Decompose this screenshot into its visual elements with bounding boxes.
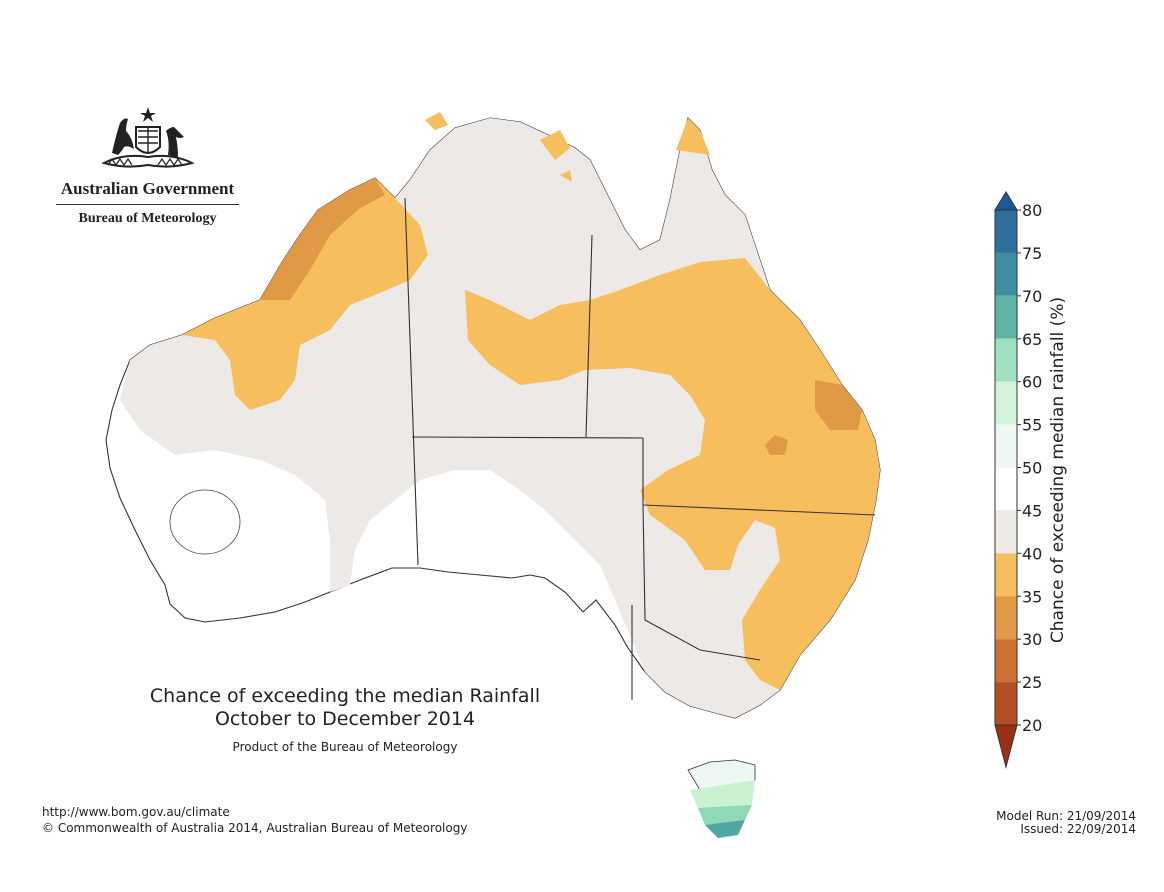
map-subtitle: Product of the Bureau of Meteorology xyxy=(232,740,458,754)
footer-url[interactable]: http://www.bom.gov.au/climate xyxy=(42,805,230,819)
legend-band-60-65 xyxy=(995,338,1017,382)
legend-colorbar: 80 75 70 65 60 55 50 45 40 35 30 25 20 xyxy=(994,191,1042,769)
logo-divider xyxy=(56,204,239,205)
legend-band-30-35 xyxy=(995,596,1017,640)
legend-band-20-25 xyxy=(995,682,1017,725)
interior-contour xyxy=(169,489,241,555)
legend-tick-label: 35 xyxy=(1022,587,1042,606)
legend-tick-label: 45 xyxy=(1022,501,1042,520)
model-run: Model Run: 21/09/2014 xyxy=(996,809,1136,823)
legend-bottom-arrow xyxy=(994,724,1018,769)
region-30-35-queensland xyxy=(815,380,862,430)
map-title-line2: October to December 2014 xyxy=(214,708,476,730)
legend-tick-label: 30 xyxy=(1022,630,1042,649)
region-35-40-north-tip xyxy=(676,118,710,155)
footer-left: http://www.bom.gov.au/climate © Commonwe… xyxy=(42,804,467,836)
legend-band-70-75 xyxy=(995,252,1017,296)
legend-band-40-45 xyxy=(995,510,1017,554)
legend-top-arrow xyxy=(994,191,1018,211)
legend-band-35-40 xyxy=(995,553,1017,597)
coat-of-arms-icon xyxy=(100,107,195,168)
tasmania xyxy=(687,759,756,838)
legend-tick-label: 55 xyxy=(1022,416,1042,435)
map-title: Chance of exceeding the median Rainfall … xyxy=(100,685,590,731)
footer-right: Model Run: 21/09/2014 Issued: 22/09/2014 xyxy=(996,810,1136,836)
region-35-40-north-coast xyxy=(425,112,572,182)
legend-band-25-30 xyxy=(995,639,1017,683)
org-name: Australian Government xyxy=(60,179,235,198)
legend-tick-label: 60 xyxy=(1022,373,1042,392)
legend-band-65-70 xyxy=(995,295,1017,339)
region-30-35-central-qld xyxy=(765,435,788,455)
legend-tick-label: 80 xyxy=(1022,201,1042,220)
state-borders xyxy=(404,197,876,700)
legend-tick-label: 25 xyxy=(1022,673,1042,692)
legend-tick-label: 20 xyxy=(1022,716,1042,735)
map-title-line1: Chance of exceeding the median Rainfall xyxy=(149,685,541,707)
region-30-35-kimberley xyxy=(260,178,385,300)
legend-tick-label: 65 xyxy=(1022,330,1042,349)
org-sub: Bureau of Meteorology xyxy=(78,211,217,226)
region-35-40-east xyxy=(465,258,880,690)
legend-title-text: Chance of exceeding median rainfall (%) xyxy=(1048,296,1068,644)
legend-tick-label: 40 xyxy=(1022,544,1042,563)
legend-tick-label: 75 xyxy=(1022,244,1042,263)
bom-logo: Australian Government Bureau of Meteorol… xyxy=(50,105,245,227)
legend-band-75-80 xyxy=(995,210,1017,253)
legend-band-45-50 xyxy=(995,467,1017,511)
region-35-40-northwest xyxy=(182,178,428,410)
footer-copyright: © Commonwealth of Australia 2014, Austra… xyxy=(42,821,468,835)
legend-band-55-60 xyxy=(995,381,1017,425)
legend-tick-label: 70 xyxy=(1022,287,1042,306)
legend-band-50-55 xyxy=(995,424,1017,468)
issued-date: Issued: 22/09/2014 xyxy=(1020,822,1136,836)
legend-tick-label: 50 xyxy=(1022,459,1042,478)
